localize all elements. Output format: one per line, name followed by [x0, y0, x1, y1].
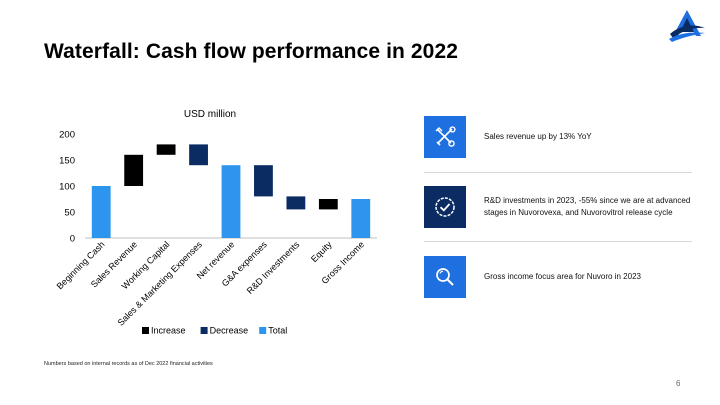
- y-tick-label: 100: [59, 182, 75, 193]
- divider: [424, 172, 692, 173]
- legend-swatch: [200, 327, 208, 334]
- divider: [424, 241, 692, 242]
- waterfall-bar: [189, 144, 208, 166]
- footnote: Numbers based on internal records as of …: [44, 361, 213, 367]
- insight-item: R&D investments in 2023, -55% since we a…: [424, 186, 692, 228]
- waterfall-bar: [156, 144, 176, 155]
- legend-swatch: [142, 327, 149, 334]
- y-tick-label: 200: [59, 130, 75, 141]
- magnifier-icon: [424, 256, 466, 298]
- y-tick-label: 50: [64, 208, 75, 219]
- waterfall-bar: [221, 165, 241, 238]
- tools-icon: [424, 116, 466, 158]
- company-logo-icon: [669, 10, 705, 42]
- chart-legend: Increase Decrease Total: [142, 326, 287, 336]
- waterfall-bar: [351, 199, 371, 238]
- insight-item: Sales revenue up by 13% YoY: [424, 116, 692, 158]
- y-tick-label: 0: [70, 234, 75, 245]
- legend-label: Increase: [151, 326, 186, 336]
- x-tick-label: Equity: [309, 239, 334, 264]
- waterfall-bar: [124, 154, 144, 186]
- legend-label: Total: [268, 326, 287, 336]
- waterfall-bar: [286, 196, 306, 210]
- y-tick-label: 150: [59, 156, 75, 167]
- waterfall-bar: [254, 165, 273, 197]
- check-circle-icon: [424, 186, 466, 228]
- slide-title: Waterfall: Cash flow performance in 2022: [44, 40, 459, 63]
- waterfall-bar: [318, 199, 338, 210]
- waterfall-bar: [91, 186, 111, 238]
- insight-text: Gross income focus area for Nuvoro in 20…: [484, 272, 641, 281]
- page-number: 6: [676, 379, 681, 388]
- insight-item: Gross income focus area for Nuvoro in 20…: [424, 256, 692, 298]
- chart-title: USD million: [184, 109, 236, 120]
- legend-label: Decrease: [210, 326, 249, 336]
- legend-swatch: [259, 327, 267, 334]
- insight-text: R&D investments in 2023, -55% since we a…: [484, 196, 691, 217]
- insights-panel: Sales revenue up by 13% YoY R&D investme…: [424, 116, 692, 298]
- insight-text: Sales revenue up by 13% YoY: [484, 132, 592, 141]
